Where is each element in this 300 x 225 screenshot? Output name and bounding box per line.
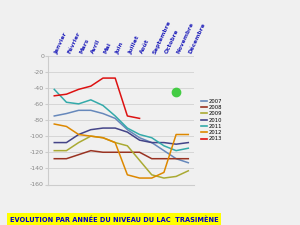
2011 <box>126 127 129 129</box>
2007 <box>101 112 105 115</box>
2013 <box>138 117 141 120</box>
2013 <box>113 77 117 79</box>
2012 <box>138 177 141 179</box>
2010 <box>126 131 129 133</box>
2013 <box>64 93 68 96</box>
2012 <box>52 123 56 125</box>
2010 <box>138 139 141 142</box>
2008 <box>126 151 129 154</box>
2009 <box>77 141 80 144</box>
2011 <box>187 147 190 150</box>
2011 <box>64 101 68 104</box>
2009 <box>187 169 190 172</box>
2013 <box>52 94 56 97</box>
2011 <box>52 88 56 91</box>
2007 <box>138 136 141 139</box>
2009 <box>113 141 117 144</box>
2008 <box>89 149 93 152</box>
2008 <box>77 153 80 156</box>
2013 <box>101 77 105 79</box>
2009 <box>138 159 141 162</box>
2008 <box>138 151 141 154</box>
2012 <box>101 136 105 139</box>
2007 <box>150 141 154 144</box>
2012 <box>162 171 166 174</box>
2012 <box>126 173 129 176</box>
2009 <box>64 149 68 152</box>
2011 <box>174 149 178 152</box>
Line: 2013: 2013 <box>54 78 140 118</box>
2008 <box>150 157 154 160</box>
2012 <box>174 133 178 136</box>
2008 <box>187 157 190 160</box>
Text: EVOLUTION PAR ANNÉE DU NIVEAU DU LAC  TRASIMÈNE: EVOLUTION PAR ANNÉE DU NIVEAU DU LAC TRA… <box>10 216 218 223</box>
2008 <box>101 151 105 154</box>
2009 <box>52 149 56 152</box>
2009 <box>126 144 129 147</box>
2008 <box>162 157 166 160</box>
2012 <box>150 177 154 179</box>
2007 <box>77 109 80 112</box>
Line: 2008: 2008 <box>54 151 188 159</box>
2007 <box>89 109 93 112</box>
2007 <box>64 112 68 115</box>
2013 <box>126 115 129 117</box>
2011 <box>150 136 154 139</box>
2010 <box>64 141 68 144</box>
2007 <box>113 117 117 120</box>
2008 <box>113 151 117 154</box>
2011 <box>101 104 105 107</box>
2008 <box>52 157 56 160</box>
Line: 2007: 2007 <box>54 110 188 163</box>
2012 <box>77 133 80 136</box>
2009 <box>101 136 105 139</box>
Line: 2011: 2011 <box>54 89 188 151</box>
2009 <box>162 177 166 179</box>
2010 <box>52 141 56 144</box>
2011 <box>77 103 80 105</box>
2011 <box>113 115 117 117</box>
2012 <box>64 125 68 128</box>
Line: 2010: 2010 <box>54 128 188 144</box>
2009 <box>150 173 154 176</box>
Line: 2012: 2012 <box>54 124 188 178</box>
2008 <box>64 157 68 160</box>
2012 <box>113 141 117 144</box>
2013 <box>77 88 80 91</box>
Legend: 2007, 2008, 2009, 2010, 2011, 2012, 2013: 2007, 2008, 2009, 2010, 2011, 2012, 2013 <box>199 97 224 144</box>
2010 <box>113 127 117 129</box>
2011 <box>162 144 166 147</box>
2012 <box>89 135 93 137</box>
2011 <box>138 133 141 136</box>
2007 <box>187 161 190 164</box>
2010 <box>174 143 178 146</box>
2007 <box>162 149 166 152</box>
2010 <box>150 141 154 144</box>
2010 <box>162 141 166 144</box>
2010 <box>77 133 80 136</box>
2007 <box>126 128 129 131</box>
2010 <box>101 127 105 129</box>
2013 <box>89 85 93 88</box>
2010 <box>89 128 93 131</box>
2009 <box>174 175 178 178</box>
2007 <box>52 115 56 117</box>
Line: 2009: 2009 <box>54 136 188 178</box>
2009 <box>89 135 93 137</box>
2011 <box>89 99 93 101</box>
2010 <box>187 141 190 144</box>
2012 <box>187 133 190 136</box>
2008 <box>174 157 178 160</box>
2007 <box>174 157 178 160</box>
